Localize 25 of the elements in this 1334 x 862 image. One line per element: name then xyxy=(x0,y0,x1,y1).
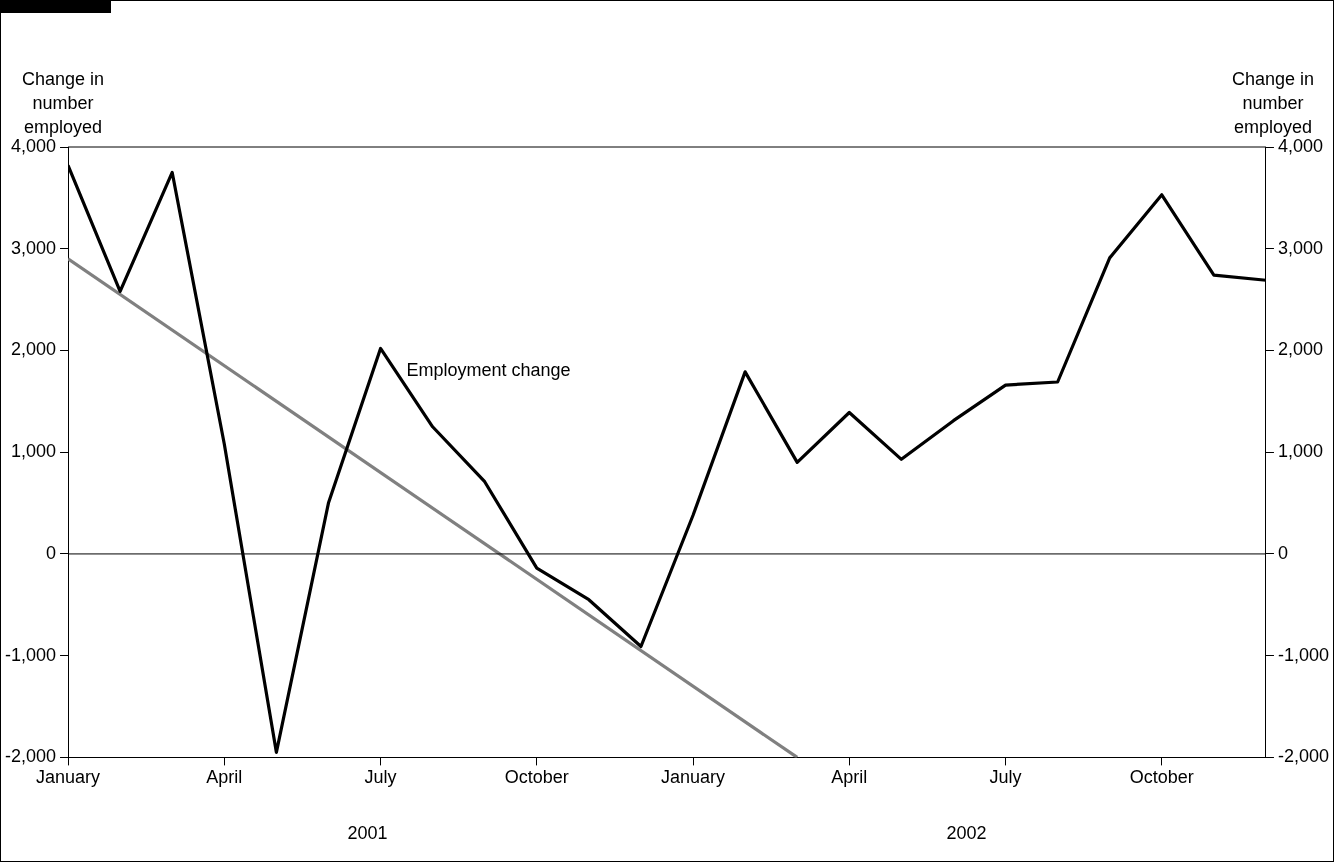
y2-tick-label: 0 xyxy=(1277,542,1288,563)
x-tick-label: January xyxy=(36,767,101,788)
y2-axis-title: Change in number employed xyxy=(1231,69,1315,137)
text: 2002 xyxy=(946,823,987,843)
text: 2001 xyxy=(347,823,388,843)
y-tick-label: -1,000 xyxy=(4,644,57,665)
y2-tick-label: 1,000 xyxy=(1277,441,1324,462)
x-tick-label: July xyxy=(364,767,397,788)
y-tick-label: 3,000 xyxy=(10,237,57,258)
y-tick-label: 1,000 xyxy=(10,441,57,462)
x-tick-label: July xyxy=(989,767,1022,788)
y-axis-title: Change in number employed xyxy=(21,69,105,137)
x-tick-label: January xyxy=(661,767,726,788)
x-tick-label: October xyxy=(504,767,569,788)
y-tick-label: -2,000 xyxy=(4,746,57,767)
y2-tick-label: -2,000 xyxy=(1277,746,1330,767)
x-tick-label: April xyxy=(206,767,243,788)
y2-tick-label: 2,000 xyxy=(1277,339,1324,360)
y-tick-label: 0 xyxy=(46,542,57,563)
y2-tick-label: -1,000 xyxy=(1277,644,1330,665)
y-tick-label: 2,000 xyxy=(10,339,57,360)
x-tick-label: April xyxy=(831,767,868,788)
annotation: Employment change xyxy=(406,359,571,380)
x-tick-label: October xyxy=(1129,767,1194,788)
y2-tick-label: 3,000 xyxy=(1277,237,1324,258)
